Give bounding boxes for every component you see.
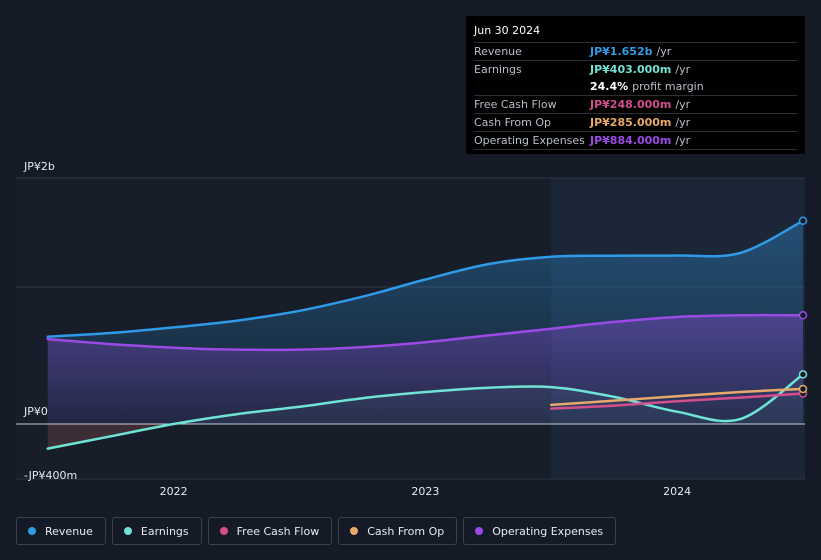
legend-item-cash-from-op[interactable]: Cash From Op	[338, 517, 458, 545]
y-tick-label: JP¥0	[23, 405, 48, 418]
legend-label: Cash From Op	[367, 524, 445, 538]
tooltip-row-label: Cash From Op	[474, 116, 552, 129]
free-cash-flow-line	[549, 392, 805, 410]
tooltip-row: Revenue JP¥1.652b/yr	[474, 43, 797, 61]
legend-dot-icon	[219, 527, 228, 535]
legend-dot-icon	[123, 527, 132, 535]
legend-dot-icon	[475, 527, 484, 535]
tooltip-row-unit: /yr	[675, 116, 691, 129]
tooltip-row-value: 24.4%	[590, 80, 629, 93]
tooltip-row: 24.4% profit margin	[474, 78, 797, 96]
tooltip-row-label	[474, 78, 590, 95]
legend-dot-icon	[350, 527, 359, 535]
legend: Revenue Earnings Free Cash Flow Cash From O…	[16, 517, 617, 545]
tooltip-row: Free Cash Flow JP¥248.000m/yr	[474, 96, 797, 114]
tooltip-row-unit: /yr	[675, 63, 691, 76]
cash-from-op-endpoint	[798, 384, 808, 394]
tooltip-row-label: Revenue	[474, 45, 522, 58]
x-tick-label: 2023	[411, 485, 439, 498]
revenue-endpoint	[798, 216, 808, 226]
y-tick-label: -JP¥400m	[24, 469, 77, 482]
tooltip-row-value: JP¥884.000m	[590, 134, 672, 147]
tooltip-row: Cash From Op JP¥285.000m/yr	[474, 114, 797, 132]
tooltip-row-unit: /yr	[656, 45, 672, 58]
tooltip-row: Operating Expenses JP¥884.000m/yr	[474, 132, 797, 150]
tooltip-row-value: JP¥285.000m	[590, 116, 672, 129]
y-tick-label: JP¥2b	[23, 160, 55, 173]
tooltip-row-unit: /yr	[675, 98, 691, 111]
x-tick-label: 2024	[663, 485, 691, 498]
tooltip-row-value: JP¥403.000m	[590, 63, 672, 76]
tooltip-row-unit: profit margin	[632, 80, 704, 93]
tooltip-row: Earnings JP¥403.000m/yr	[474, 61, 797, 78]
tooltip-row-value: JP¥248.000m	[590, 98, 672, 111]
tooltip-date: Jun 30 2024	[474, 23, 797, 43]
legend-label: Free Cash Flow	[236, 524, 320, 538]
tooltip-row-label: Operating Expenses	[474, 134, 585, 147]
legend-item-operating-expenses[interactable]: Operating Expenses	[463, 517, 617, 545]
legend-item-revenue[interactable]: Revenue	[16, 517, 106, 545]
operating-expenses-line	[46, 313, 805, 352]
tooltip-row-label: Earnings	[474, 63, 522, 76]
tooltip-row-unit: /yr	[675, 134, 691, 147]
cash-from-op-line	[549, 387, 805, 407]
revenue-line	[46, 219, 805, 338]
legend-dot-icon	[28, 527, 36, 535]
operating-expenses-endpoint	[798, 311, 808, 320]
earnings-line	[46, 373, 805, 450]
x-tick-label: 2022	[160, 485, 188, 498]
legend-label: Revenue	[45, 524, 93, 538]
tooltip-panel: Jun 30 2024 Revenue JP¥1.652b/yr Earnings J…	[466, 16, 805, 154]
legend-label: Earnings	[140, 524, 189, 538]
earnings-endpoint	[798, 370, 808, 379]
legend-item-free-cash-flow[interactable]: Free Cash Flow	[207, 517, 333, 545]
tooltip-row-label: Free Cash Flow	[474, 98, 557, 111]
legend-item-earnings[interactable]: Earnings	[111, 517, 202, 545]
earnings-loss-area	[47, 424, 803, 449]
legend-label: Operating Expenses	[492, 524, 604, 538]
tooltip-row-value: JP¥1.652b	[590, 45, 653, 58]
earnings-area	[47, 374, 803, 449]
